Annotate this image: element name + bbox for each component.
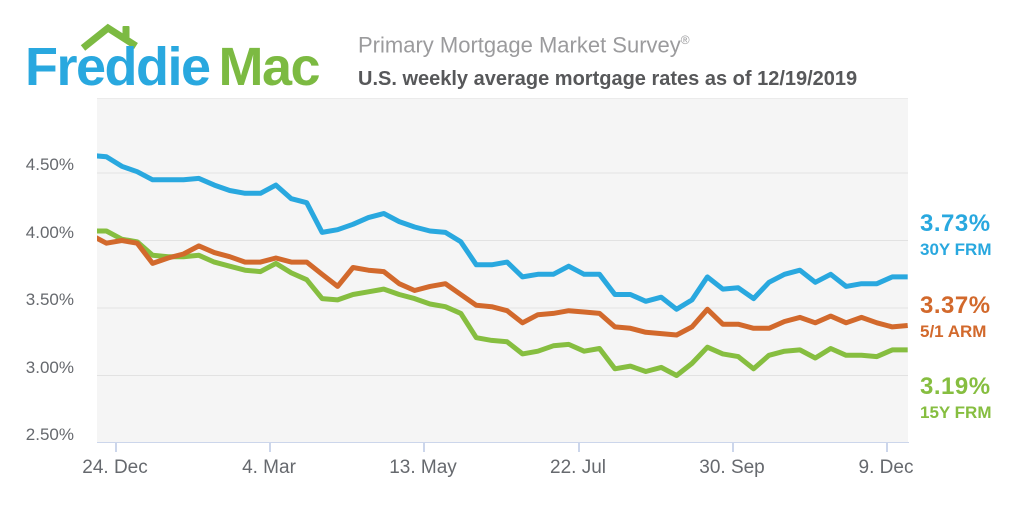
series-line-30y-frm xyxy=(97,153,908,312)
x-axis-label: 4. Mar xyxy=(242,457,296,478)
y-axis-label: 4.00% xyxy=(25,222,74,242)
legend-current-rate: 3.37% xyxy=(920,292,991,319)
x-axis-line xyxy=(97,442,909,443)
x-axis-tick xyxy=(115,442,117,452)
registered-mark: ® xyxy=(680,33,690,47)
y-axis-label: 3.00% xyxy=(25,357,74,377)
x-axis-label: 22. Jul xyxy=(550,457,606,478)
titles: Primary Mortgage Market Survey® U.S. wee… xyxy=(358,27,857,91)
x-axis-tick xyxy=(578,442,580,452)
x-axis-tick xyxy=(269,442,271,452)
y-axis-label: 4.50% xyxy=(25,155,74,174)
freddie-mac-logo: Freddie Mac xyxy=(25,10,355,95)
x-axis-tick xyxy=(423,442,425,452)
x-axis-label: 30. Sep xyxy=(699,457,765,478)
legend-series-name: 30Y FRM xyxy=(920,240,992,259)
legend-item-5-1-arm: 3.37% 5/1 ARM xyxy=(920,293,1024,343)
chart-subtitle: U.S. weekly average mortgage rates as of… xyxy=(358,68,858,91)
chart-title-text: Primary Mortgage Market Survey xyxy=(358,32,681,58)
x-axis-label: 24. Dec xyxy=(82,457,148,478)
x-axis-tick xyxy=(886,442,888,452)
x-axis-tick xyxy=(732,442,734,452)
x-axis-label: 9. Dec xyxy=(858,457,914,478)
series-line-5-1-arm xyxy=(97,235,908,338)
logo-wordmark: Freddie Mac xyxy=(25,37,321,97)
legend-item-30y-frm: 3.73% 30Y FRM xyxy=(920,211,1024,261)
series-line-15y-frm xyxy=(97,228,908,378)
plot-area xyxy=(97,98,908,442)
x-axis-label: 13. May xyxy=(389,457,457,478)
chart-title: Primary Mortgage Market Survey® xyxy=(358,27,857,58)
legend-current-rate: 3.73% xyxy=(920,210,991,237)
logo-word-freddie: Freddie xyxy=(25,37,211,97)
line-chart-canvas xyxy=(97,153,908,378)
legend-item-15y-frm: 3.19% 15Y FRM xyxy=(920,374,1024,424)
roof-icon xyxy=(80,23,138,51)
legend-series-name: 5/1 ARM xyxy=(920,322,987,341)
y-axis-label: 3.50% xyxy=(25,290,74,309)
y-axis-label: 2.50% xyxy=(25,425,74,444)
legend-current-rate: 3.19% xyxy=(920,373,991,400)
logo-word-mac: Mac xyxy=(218,37,321,97)
legend-series-name: 15Y FRM xyxy=(920,403,992,422)
